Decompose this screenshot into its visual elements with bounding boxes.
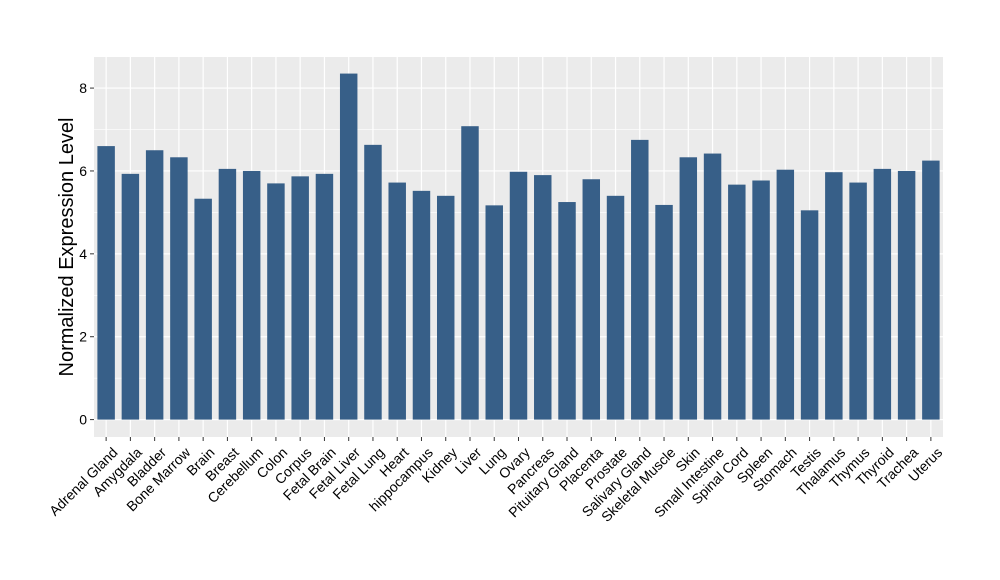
y-tick-label: 4 (79, 246, 87, 262)
bar (534, 175, 552, 420)
bar (606, 195, 625, 420)
bar (170, 157, 188, 420)
bar (752, 180, 770, 420)
bar (461, 126, 479, 420)
bar (509, 171, 528, 420)
y-axis: 0 2 4 6 8 (79, 80, 94, 428)
bar (267, 183, 285, 420)
bar (922, 160, 940, 420)
bar (485, 205, 503, 420)
bar (388, 182, 406, 420)
bar (145, 150, 164, 420)
y-axis-label: Normalized Expression Level (56, 117, 78, 376)
bar (436, 195, 455, 420)
bar (703, 153, 722, 420)
bar (242, 170, 261, 420)
bars (97, 73, 940, 420)
bar (194, 198, 212, 420)
bar (728, 184, 746, 420)
y-tick-label: 6 (79, 163, 87, 179)
bar (582, 179, 601, 420)
y-tick-label: 0 (79, 412, 87, 428)
bar (873, 168, 892, 420)
bar (364, 144, 382, 420)
bar (97, 146, 115, 420)
bar (849, 182, 867, 420)
y-tick-label: 2 (79, 329, 87, 345)
bar (315, 173, 334, 420)
y-tick-label: 8 (79, 80, 87, 96)
bar (655, 204, 673, 420)
bar (800, 210, 819, 420)
bar (412, 190, 431, 420)
bar (631, 139, 649, 420)
bar (897, 170, 916, 420)
bar (776, 169, 795, 420)
bar (291, 176, 309, 420)
bar (339, 73, 358, 420)
bar (218, 168, 237, 420)
bar (825, 172, 843, 420)
bar (558, 202, 576, 420)
bar (679, 157, 698, 420)
bar (121, 173, 140, 420)
